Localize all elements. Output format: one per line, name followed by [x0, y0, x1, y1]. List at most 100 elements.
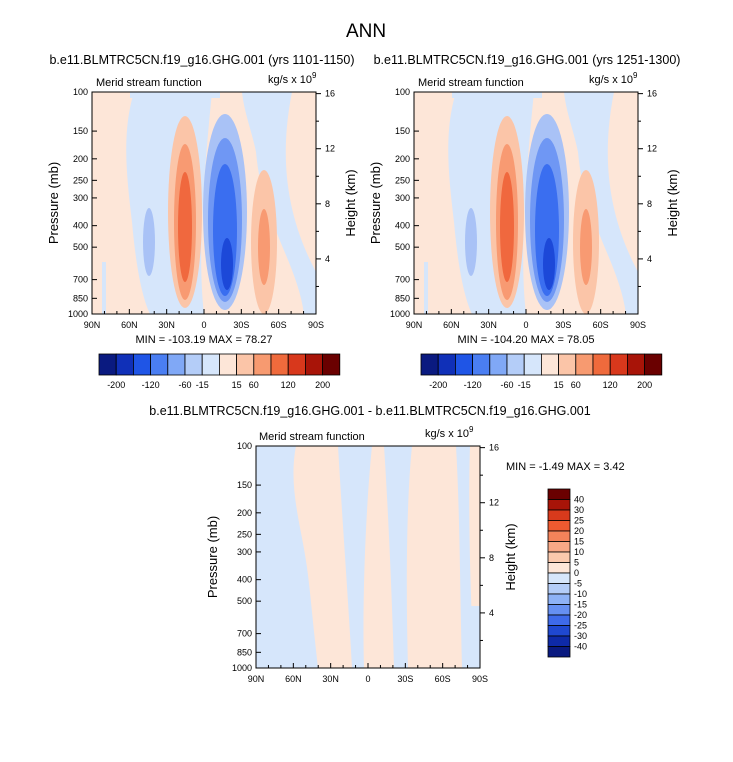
colorbar-label: 15: [554, 380, 564, 390]
y-right-tick-label: 12: [647, 144, 657, 154]
colorbar-label: 30: [574, 505, 584, 515]
colorbar-box: [541, 353, 560, 376]
colorbar-label: 15: [574, 537, 584, 547]
colorbar-box: [489, 353, 508, 376]
colorbar-box: [547, 562, 571, 574]
panel-3-units: kg/s x 109: [425, 425, 474, 440]
colorbar-box: [547, 646, 571, 658]
colorbar-box: [609, 353, 628, 376]
y-tick-label: 700: [395, 275, 410, 285]
panel-1-units: kg/s x 109: [268, 71, 317, 86]
colorbar-box: [547, 635, 571, 647]
x-tick-label: 60S: [593, 320, 609, 330]
y-tick-label: 100: [237, 441, 252, 451]
panel-1-plot: [92, 92, 316, 314]
y-tick-label: 1000: [390, 309, 410, 319]
y-tick-label: 200: [237, 508, 252, 518]
colorbar-label: -60: [178, 380, 191, 390]
y-right-tick-label: 16: [489, 443, 499, 453]
y-tick-label: 100: [73, 87, 88, 97]
colorbar-label: -200: [107, 380, 125, 390]
colorbar-label: 200: [637, 380, 652, 390]
y-tick-label: 250: [237, 529, 252, 539]
y-right-tick-label: 4: [325, 254, 330, 264]
colorbar-box: [547, 509, 571, 521]
y-tick-label: 300: [395, 193, 410, 203]
colorbar-box: [547, 488, 571, 500]
y-tick-label: 400: [73, 221, 88, 231]
y-right-tick-label: 16: [647, 89, 657, 99]
colorbar-box: [437, 353, 456, 376]
colorbar-box: [304, 353, 323, 376]
colorbar-box: [547, 541, 571, 553]
colorbar-box: [547, 551, 571, 563]
y-right-tick-label: 8: [647, 199, 652, 209]
colorbar-label: 120: [281, 380, 296, 390]
panel-3-plot: [256, 446, 480, 668]
colorbar-label: -60: [500, 380, 513, 390]
colorbar-box: [547, 520, 571, 532]
colorbar-label: 40: [574, 495, 584, 505]
y-tick-label: 700: [73, 275, 88, 285]
colorbar-label: -120: [464, 380, 482, 390]
colorbar-box: [253, 353, 272, 376]
y-tick-label: 500: [73, 242, 88, 252]
x-tick-label: 60S: [271, 320, 287, 330]
colorbar-box: [547, 572, 571, 584]
x-tick-label: 90N: [406, 320, 423, 330]
colorbar-box: [236, 353, 255, 376]
panel-3: b.e11.BLMTRC5CN.f19_g16.GHG.001 - b.e11.…: [149, 404, 624, 684]
x-tick-label: 90N: [248, 674, 265, 684]
x-tick-label: 0: [523, 320, 528, 330]
colorbar-label: -5: [574, 579, 582, 589]
y-tick-label: 500: [395, 242, 410, 252]
colorbar-box: [627, 353, 646, 376]
colorbar-box: [322, 353, 341, 376]
panel-3-extrema: MIN = -1.49 MAX = 3.42: [506, 461, 625, 473]
x-tick-label: 30N: [322, 674, 339, 684]
y-tick-label: 850: [395, 293, 410, 303]
colorbar-label: 60: [249, 380, 259, 390]
colorbar-box: [523, 353, 542, 376]
colorbar-box: [420, 353, 439, 376]
colorbar-box: [184, 353, 203, 376]
x-tick-label: 30N: [158, 320, 175, 330]
colorbar-box: [547, 499, 571, 511]
x-tick-label: 90S: [472, 674, 488, 684]
y-tick-label: 850: [73, 293, 88, 303]
y-right-tick-label: 8: [489, 553, 494, 563]
panel-1: b.e11.BLMTRC5CN.f19_g16.GHG.001 (yrs 110…: [46, 53, 358, 390]
panel-1-colorbar: -200 -120 -60 -15 15 60 120 200: [98, 353, 341, 390]
panel-3-ylabel-right: Height (km): [503, 523, 518, 590]
colorbar-box: [547, 583, 571, 595]
colorbar-box: [287, 353, 306, 376]
panel-1-left-string: Merid stream function: [96, 77, 202, 89]
x-tick-label: 60N: [443, 320, 460, 330]
colorbar-box: [547, 625, 571, 637]
panel-2-axes: 100 150 200 250 300 400 500 700 850 1000 16 12 8 4 90N…: [390, 87, 657, 330]
panel-3-title: b.e11.BLMTRC5CN.f19_g16.GHG.001 - b.e11.…: [149, 404, 590, 418]
colorbar-box: [454, 353, 473, 376]
panel-2-extrema: MIN = -104.20 MAX = 78.05: [458, 334, 595, 346]
y-right-tick-label: 12: [489, 498, 499, 508]
y-tick-label: 700: [237, 629, 252, 639]
colorbar-label: 200: [315, 380, 330, 390]
panel-1-ylabel: Pressure (mb): [46, 162, 61, 244]
panel-3-left-string: Merid stream function: [259, 431, 365, 443]
x-tick-label: 30S: [397, 674, 413, 684]
y-tick-label: 200: [395, 154, 410, 164]
colorbar-box: [150, 353, 169, 376]
y-right-tick-label: 12: [325, 144, 335, 154]
y-tick-label: 100: [395, 87, 410, 97]
panel-2-left-string: Merid stream function: [418, 77, 524, 89]
x-tick-label: 90N: [84, 320, 101, 330]
colorbar-box: [547, 593, 571, 605]
colorbar-label: -40: [574, 642, 587, 652]
colorbar-label: -200: [429, 380, 447, 390]
colorbar-box: [167, 353, 186, 376]
colorbar-box: [592, 353, 611, 376]
colorbar-box: [575, 353, 594, 376]
x-tick-label: 60S: [435, 674, 451, 684]
colorbar-label: -25: [574, 621, 587, 631]
